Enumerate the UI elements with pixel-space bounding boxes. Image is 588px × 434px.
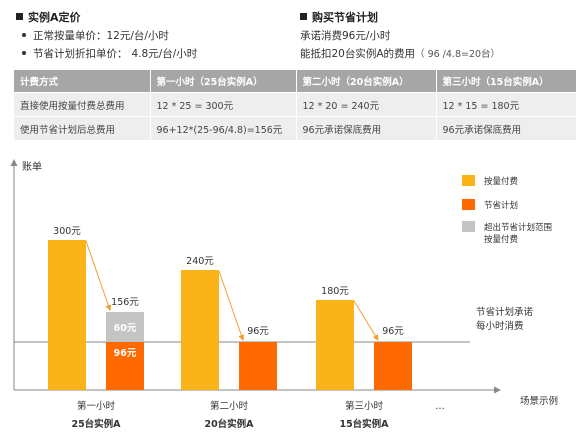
- category-label: 第二小时: [210, 400, 249, 412]
- savings-plan-bar: [106, 342, 144, 390]
- pay-bar-value-label: 300元: [53, 226, 81, 237]
- table-header-cell: 第一小时（25台实例A）: [150, 70, 297, 93]
- table-row: 使用节省计划后总费用 96+12*(25-96/4.8)=156元 96元承诺保…: [14, 116, 576, 140]
- overflow-bar: [106, 312, 144, 342]
- commitment-line-text: 承诺消费96元/小时: [300, 30, 391, 42]
- table-cell: 直接使用按量付费总费用: [14, 92, 151, 117]
- table-cell: 使用节省计划后总费用: [14, 116, 151, 140]
- square-bullet-icon: [16, 13, 23, 20]
- savings-bar-value-label: 96元: [247, 326, 269, 337]
- pricing-comparison-table: 计费方式 第一小时（25台实例A） 第二小时（20台实例A） 第三小时（15台实…: [14, 70, 576, 140]
- pay-as-you-go-bar: [181, 270, 219, 390]
- category-label: 20台实例A: [204, 418, 254, 430]
- legend-label: 超出节省计划范围: [484, 222, 552, 233]
- pay-as-you-go-bar: [316, 300, 354, 390]
- reduction-arrow: [85, 240, 112, 311]
- savings-bar-value-label: 96元: [382, 326, 404, 337]
- table-cell: 96元承诺保底费用: [436, 116, 576, 140]
- legend-label: 节省计划: [484, 200, 518, 211]
- category-ellipsis: ...: [435, 401, 445, 412]
- savings-plan-bar: [374, 342, 412, 390]
- legend-label: 按量付费: [484, 234, 519, 245]
- savings-bar-value-label: 96元: [114, 348, 137, 359]
- reduction-arrow: [353, 300, 379, 341]
- x-axis-label: 场景示例: [520, 395, 558, 407]
- legend-swatch: [462, 199, 475, 210]
- category-label: 第一小时: [77, 400, 116, 412]
- category-label: 25台实例A: [71, 418, 121, 430]
- legend-label: 按量付费: [484, 176, 519, 187]
- pay-bar-value-label: 180元: [321, 286, 349, 297]
- instance-pricing-title: 实例A定价: [16, 9, 81, 25]
- table-header-row: 计费方式 第一小时（25台实例A） 第二小时（20台实例A） 第三小时（15台实…: [14, 70, 576, 93]
- overflow-bar-label: 60元: [114, 323, 137, 334]
- table-header-cell: 第二小时（20台实例A）: [296, 70, 437, 93]
- table-cell: 12 * 25 = 300元: [150, 92, 297, 117]
- commitment-line-label: 节省计划承诺: [476, 306, 534, 318]
- category-label: 第三小时: [345, 400, 384, 412]
- pricing-line-normal: 正常按量单价：12元/台/小时: [22, 28, 169, 43]
- savings-plan-bar: [239, 342, 277, 390]
- savings-plan-title: 购买节省计划: [300, 9, 378, 25]
- table-cell: 12 * 15 = 180元: [436, 92, 576, 117]
- table-cell: 96+12*(25-96/4.8)=156元: [150, 116, 297, 140]
- total-value-label: 156元: [111, 297, 139, 308]
- table-header-cell: 计费方式: [14, 70, 151, 93]
- table-cell: 12 * 20 = 240元: [296, 92, 437, 117]
- bullet-icon: [22, 51, 26, 55]
- reduction-arrow: [218, 270, 245, 341]
- y-axis-label: 账单: [22, 161, 42, 173]
- table-header-cell: 第三小时（15台实例A）: [436, 70, 576, 93]
- square-bullet-icon: [300, 13, 307, 20]
- pay-bar-value-label: 240元: [186, 256, 214, 267]
- pricing-line-discount: 节省计划折扣单价： 4.8元/台/小时: [22, 46, 197, 61]
- category-label: 15台实例A: [339, 418, 389, 430]
- bullet-icon: [22, 33, 26, 37]
- legend-swatch: [462, 175, 475, 186]
- pay-as-you-go-bar: [48, 240, 86, 390]
- table-cell: 96元承诺保底费用: [296, 116, 437, 140]
- legend-swatch: [462, 221, 475, 232]
- commitment-line-label: 每小时消费: [476, 320, 524, 332]
- table-row: 直接使用按量付费总费用 12 * 25 = 300元 12 * 20 = 240…: [14, 92, 576, 117]
- deduction-line-text: 能抵扣20台实例A的费用（ 96 /4.8=20台）: [300, 48, 501, 60]
